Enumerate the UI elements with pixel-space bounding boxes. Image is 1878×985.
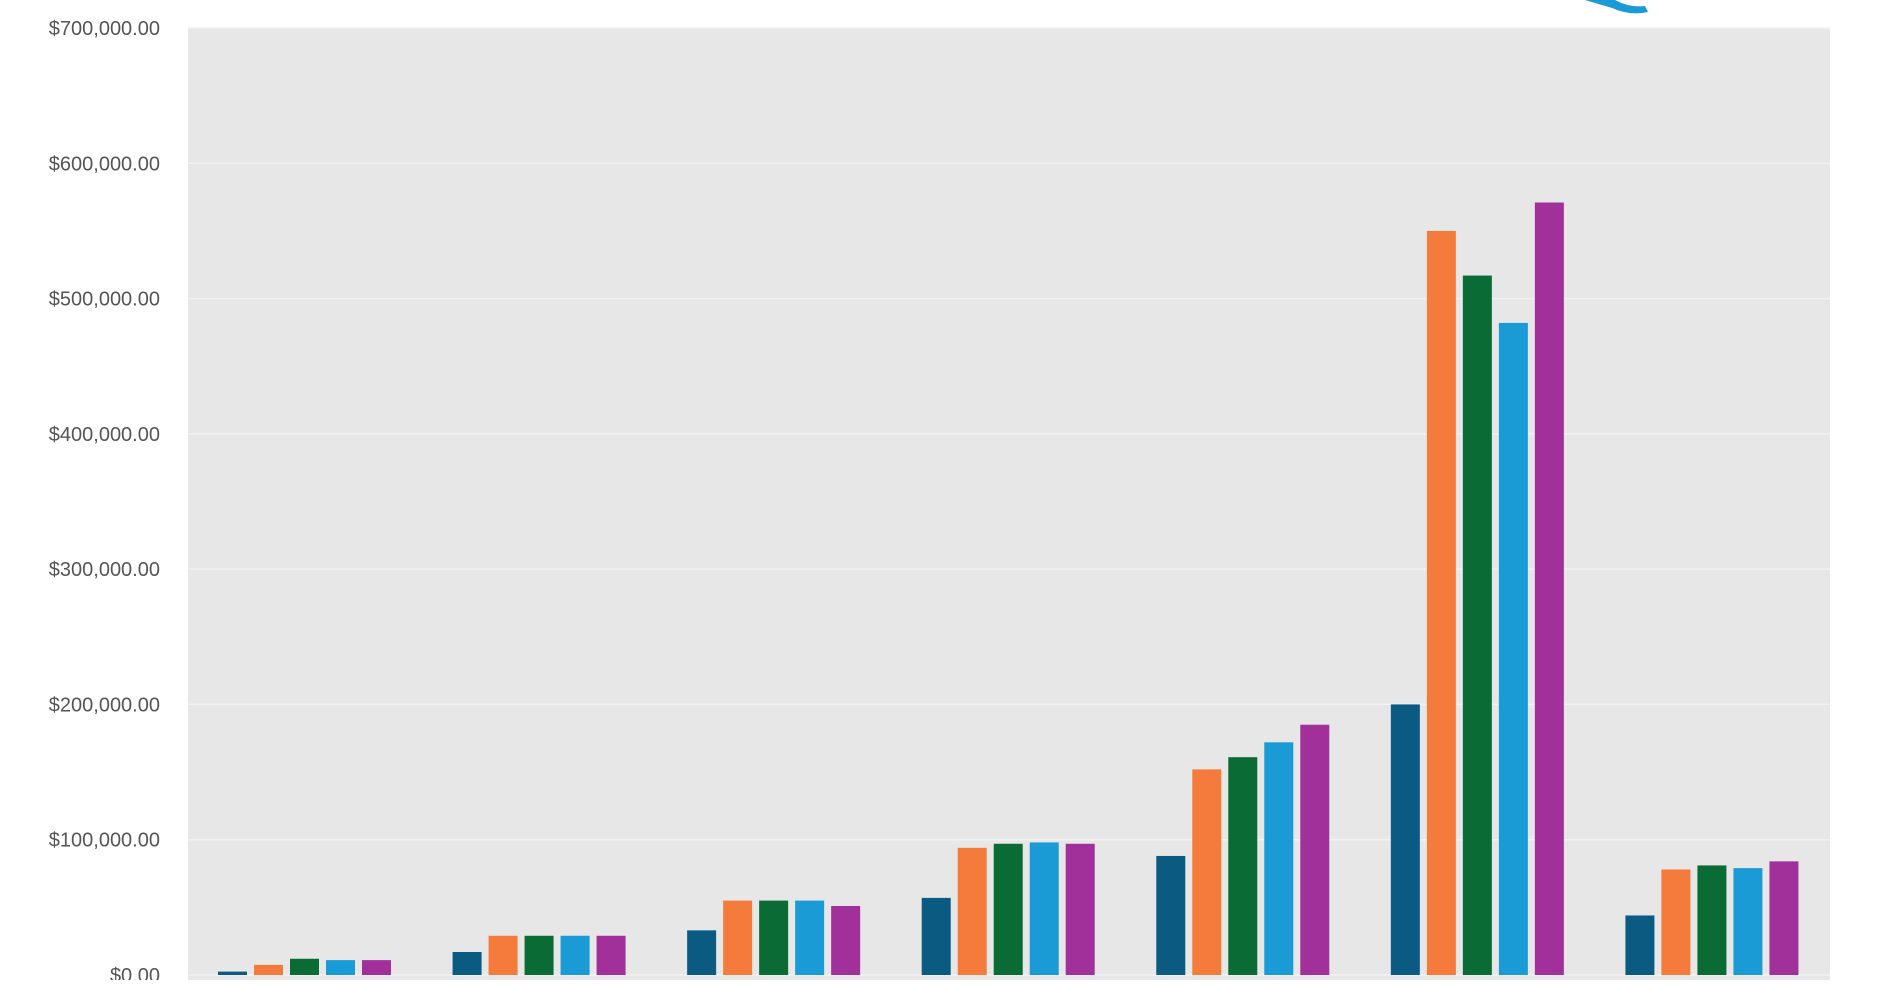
bar: [1733, 868, 1763, 975]
bar: [1029, 842, 1059, 975]
bar: [1498, 322, 1528, 975]
bar: [452, 952, 482, 975]
bar: [524, 935, 554, 975]
plot-area: [188, 28, 1830, 980]
decorative-arrow-fragment: [1585, 0, 1648, 14]
y-axis-ticks: $0.00 $100,000.00 $200,000.00 $300,000.00 $4…: [49, 18, 160, 985]
bars: [218, 202, 1799, 976]
bar: [1300, 724, 1330, 975]
bar: [831, 906, 861, 975]
y-tick-label: $600,000.00: [49, 153, 160, 175]
bar: [1661, 869, 1691, 975]
bar: [759, 900, 789, 975]
bar: [1065, 843, 1095, 975]
bar: [596, 935, 626, 975]
bar: [290, 958, 319, 975]
y-tick-label: $200,000.00: [49, 694, 160, 716]
bar: [1426, 230, 1456, 975]
bar: [957, 847, 987, 975]
bar: [1625, 915, 1655, 975]
bar: [993, 843, 1023, 975]
bar: [795, 900, 825, 975]
bar: [1156, 855, 1186, 975]
bar: [362, 960, 391, 975]
y-tick-label: $0.00: [110, 965, 160, 980]
gridlines: [188, 27, 1830, 976]
y-tick-label: $100,000.00: [49, 830, 160, 852]
bar: [1264, 742, 1294, 975]
bar: [488, 935, 518, 975]
y-tick-label: $700,000.00: [49, 18, 160, 40]
bar: [218, 971, 247, 975]
bar: [1228, 757, 1258, 975]
bar: [687, 930, 717, 975]
bar: [254, 964, 283, 975]
bar: [1697, 865, 1727, 975]
bar: [1534, 202, 1564, 976]
y-tick-label: $300,000.00: [49, 559, 160, 581]
bar: [326, 960, 355, 975]
bar: [1462, 275, 1492, 975]
bar: [560, 935, 590, 975]
y-tick-label: $400,000.00: [49, 424, 160, 446]
bar: [1192, 769, 1222, 975]
bar: [723, 900, 753, 975]
bar: [1390, 704, 1420, 975]
y-tick-label: $500,000.00: [49, 289, 160, 311]
bar: [921, 897, 951, 975]
bar: [1769, 861, 1799, 975]
